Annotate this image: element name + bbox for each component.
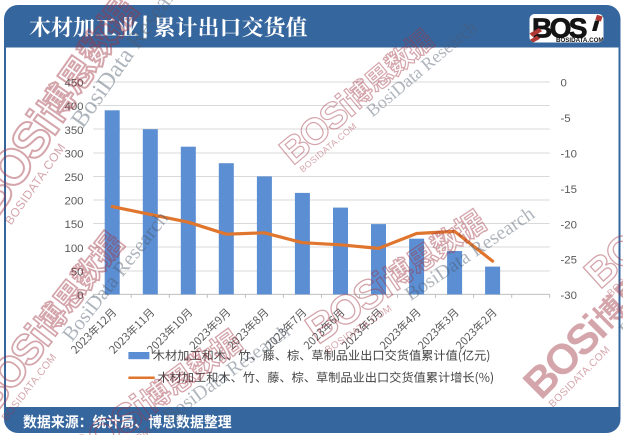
svg-text:-20: -20 <box>561 219 577 231</box>
svg-text:300: 300 <box>64 148 83 160</box>
svg-text:-15: -15 <box>561 184 577 196</box>
svg-text:-10: -10 <box>561 149 577 161</box>
svg-text:-30: -30 <box>561 290 577 302</box>
svg-text:0: 0 <box>77 290 83 302</box>
svg-text:150: 150 <box>64 219 83 231</box>
svg-text:BOSIDATA.COM: BOSIDATA.COM <box>556 37 604 44</box>
svg-text:-25: -25 <box>561 255 577 267</box>
svg-text:100: 100 <box>64 243 83 255</box>
svg-text:400: 400 <box>64 101 83 113</box>
svg-text:0: 0 <box>561 78 567 90</box>
svg-text:-5: -5 <box>561 113 571 125</box>
svg-text:50: 50 <box>71 266 84 278</box>
svg-text:BOS: BOS <box>532 12 587 43</box>
svg-text:450: 450 <box>64 78 83 90</box>
svg-text:350: 350 <box>64 125 83 137</box>
svg-text:250: 250 <box>64 172 83 184</box>
svg-text:200: 200 <box>64 196 83 208</box>
